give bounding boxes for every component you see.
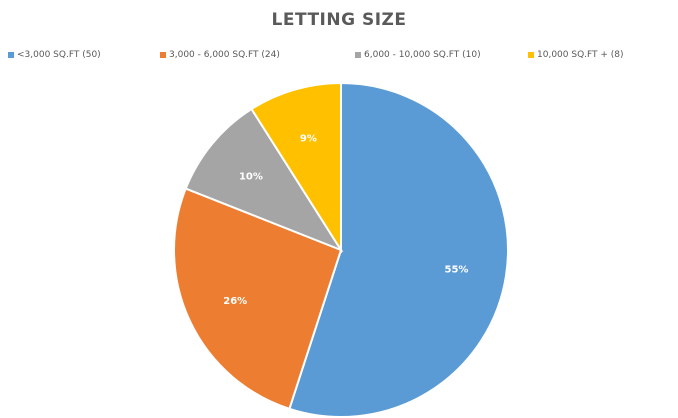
legend-item-3000-6000: 3,000 - 6,000 SQ.FT (24) <box>160 50 280 60</box>
legend-label-over-10000: 10,000 SQ.FT + (8) <box>537 50 624 60</box>
legend-item-over-10000: 10,000 SQ.FT + (8) <box>528 50 624 60</box>
pie-slice-6000-10000 <box>184 107 344 253</box>
chart-title: LETTING SIZE <box>271 10 407 30</box>
data-label-6000-10000: 10% <box>239 171 263 182</box>
legend-swatch-6000-10000 <box>355 52 361 58</box>
pie-slice-under-3000 <box>288 81 509 418</box>
data-label-over-10000: 9% <box>300 134 317 145</box>
pie-slice-3000-6000 <box>173 187 343 411</box>
data-label-under-3000: 55% <box>444 264 468 275</box>
legend-swatch-over-10000 <box>528 52 534 58</box>
legend-label-3000-6000: 3,000 - 6,000 SQ.FT (24) <box>169 50 280 60</box>
legend-label-under-3000: <3,000 SQ.FT (50) <box>17 50 101 60</box>
legend-item-under-3000: <3,000 SQ.FT (50) <box>8 50 101 60</box>
pie-slice-over-10000 <box>250 81 342 254</box>
data-label-3000-6000: 26% <box>223 296 247 307</box>
chart-legend: <3,000 SQ.FT (50) 3,000 - 6,000 SQ.FT (2… <box>0 50 678 64</box>
legend-label-6000-10000: 6,000 - 10,000 SQ.FT (10) <box>364 50 481 60</box>
legend-swatch-under-3000 <box>8 52 14 58</box>
legend-swatch-3000-6000 <box>160 52 166 58</box>
legend-item-6000-10000: 6,000 - 10,000 SQ.FT (10) <box>355 50 481 60</box>
